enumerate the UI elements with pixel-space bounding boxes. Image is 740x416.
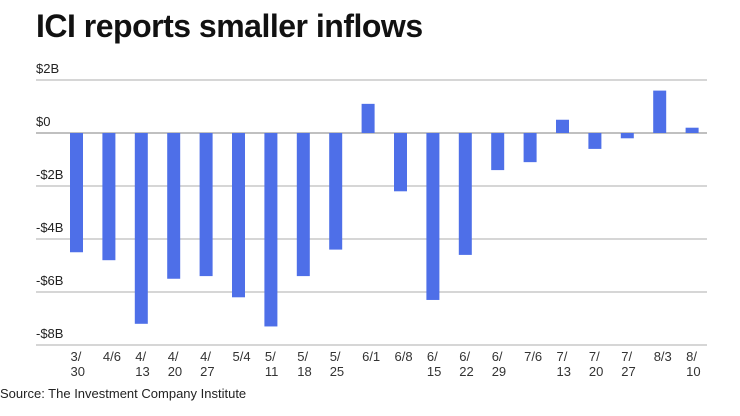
x-tick-label-line: 13 bbox=[557, 364, 571, 379]
y-tick-label: -$6B bbox=[36, 273, 63, 288]
x-tick-label-line: 8/ bbox=[686, 349, 697, 364]
x-tick-label-line: 8/3 bbox=[654, 349, 672, 364]
bar-7-13 bbox=[556, 119, 569, 133]
x-tick-label-line: 13 bbox=[135, 364, 149, 379]
x-tick-label: 3/30 bbox=[71, 349, 85, 379]
bar-4-13 bbox=[134, 133, 148, 324]
x-tick-label-line: 4/ bbox=[168, 349, 179, 364]
x-tick-label-line: 7/ bbox=[621, 349, 632, 364]
x-tick-label-line: 27 bbox=[200, 364, 214, 379]
x-tick-label: 4/13 bbox=[135, 349, 149, 379]
x-tick-label-line: 10 bbox=[686, 364, 700, 379]
x-tick-label-line: 7/6 bbox=[524, 349, 542, 364]
x-axis-labels: 3/304/6 4/134/204/275/4 5/115/185/256/1 6/8… bbox=[71, 349, 701, 379]
x-tick-label: 5/11 bbox=[265, 349, 279, 379]
x-tick-label-line: 5/ bbox=[330, 349, 341, 364]
bar-5-11 bbox=[264, 133, 278, 327]
x-tick-label: 8/10 bbox=[686, 349, 700, 379]
x-tick-label: 6/8 bbox=[395, 349, 413, 364]
x-tick-label-line: 5/4 bbox=[233, 349, 251, 364]
x-tick-label: 7/20 bbox=[589, 349, 603, 379]
x-tick-label: 7/13 bbox=[557, 349, 571, 379]
bars bbox=[70, 90, 699, 327]
x-tick-label: 7/27 bbox=[621, 349, 635, 379]
x-tick-label-line: 18 bbox=[297, 364, 311, 379]
bar-5-18 bbox=[296, 133, 310, 277]
bar-5-4 bbox=[232, 133, 245, 298]
bar-7-20 bbox=[588, 133, 602, 149]
x-tick-label: 5/18 bbox=[297, 349, 311, 379]
x-tick-label: 6/15 bbox=[427, 349, 441, 379]
x-tick-label: 4/20 bbox=[168, 349, 182, 379]
x-tick-label-line: 20 bbox=[168, 364, 182, 379]
y-tick-label: -$4B bbox=[36, 220, 63, 235]
bar-7-27 bbox=[620, 133, 634, 139]
source-note: Source: The Investment Company Institute bbox=[0, 386, 247, 401]
bar-3-30 bbox=[70, 133, 83, 253]
bar-chart: $2B$0-$2B-$4B-$6B-$8B 3/304/6 4/134/204/2… bbox=[36, 61, 707, 379]
x-tick-label: 6/22 bbox=[459, 349, 473, 379]
bar-8-10 bbox=[685, 127, 699, 133]
bar-4-20 bbox=[167, 133, 181, 279]
x-tick-label: 4/27 bbox=[200, 349, 214, 379]
bar-6-15 bbox=[426, 133, 440, 300]
bar-6-1 bbox=[361, 103, 375, 133]
y-tick-label: $2B bbox=[36, 61, 59, 76]
bar-7-6 bbox=[523, 133, 537, 163]
x-tick-label-line: 4/ bbox=[200, 349, 211, 364]
x-tick-label: 4/6 bbox=[103, 349, 121, 364]
x-tick-label: 5/25 bbox=[330, 349, 344, 379]
x-tick-label-line: 5/ bbox=[297, 349, 308, 364]
x-tick-label: 7/6 bbox=[524, 349, 542, 364]
x-tick-label-line: 6/ bbox=[427, 349, 438, 364]
x-tick-label-line: 7/ bbox=[557, 349, 568, 364]
x-tick-label-line: 4/6 bbox=[103, 349, 121, 364]
x-tick-label-line: 30 bbox=[71, 364, 85, 379]
bar-6-29 bbox=[491, 133, 505, 171]
bar-6-22 bbox=[458, 133, 472, 255]
x-tick-label-line: 6/ bbox=[492, 349, 503, 364]
x-tick-label: 6/29 bbox=[492, 349, 506, 379]
x-tick-label-line: 20 bbox=[589, 364, 603, 379]
bar-4-27 bbox=[199, 133, 213, 277]
x-tick-label-line: 27 bbox=[621, 364, 635, 379]
bar-4-6 bbox=[102, 133, 116, 261]
y-tick-label: $0 bbox=[36, 114, 50, 129]
chart-title: ICI reports smaller inflows bbox=[36, 8, 423, 44]
x-tick-label-line: 6/ bbox=[459, 349, 470, 364]
x-tick-label-line: 15 bbox=[427, 364, 441, 379]
x-tick-label-line: 11 bbox=[265, 364, 279, 379]
y-tick-label: -$2B bbox=[36, 167, 63, 182]
x-tick-label-line: 25 bbox=[330, 364, 344, 379]
x-tick-label: 8/3 bbox=[654, 349, 672, 364]
x-tick-label-line: 29 bbox=[492, 364, 506, 379]
bar-5-25 bbox=[329, 133, 343, 250]
x-tick-label: 6/1 bbox=[362, 349, 380, 364]
x-tick-label-line: 3/ bbox=[71, 349, 82, 364]
x-tick-label: 5/4 bbox=[233, 349, 251, 364]
y-axis-labels: $2B $0 -$2B -$4B -$6B -$8B bbox=[36, 61, 63, 341]
y-tick-label: -$8B bbox=[36, 326, 63, 341]
x-tick-label-line: 6/1 bbox=[362, 349, 380, 364]
x-tick-label-line: 7/ bbox=[589, 349, 600, 364]
x-tick-label-line: 22 bbox=[459, 364, 473, 379]
x-tick-label-line: 6/8 bbox=[395, 349, 413, 364]
bar-8-3 bbox=[653, 90, 667, 133]
x-tick-label-line: 4/ bbox=[135, 349, 146, 364]
x-tick-label-line: 5/ bbox=[265, 349, 276, 364]
bar-6-8 bbox=[394, 133, 407, 192]
